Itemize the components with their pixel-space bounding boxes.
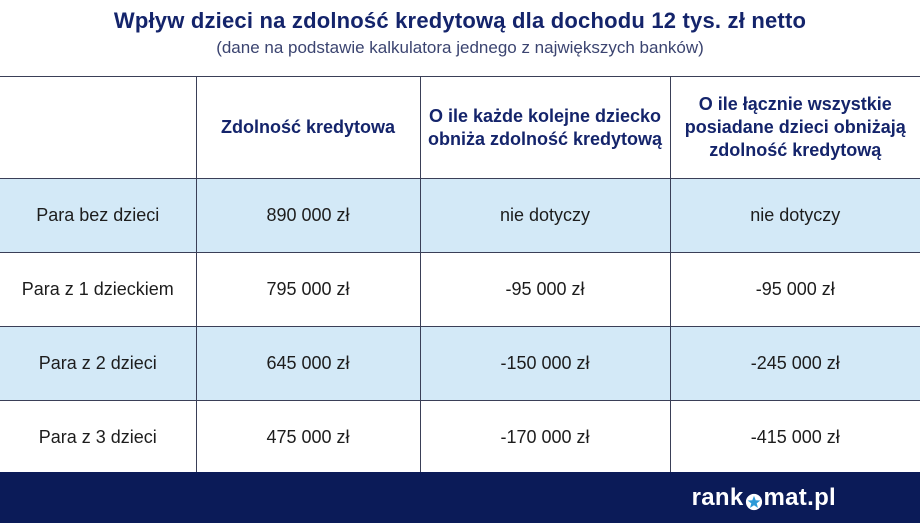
rankomat-logo: rank mat.pl bbox=[692, 484, 836, 512]
credit-capacity-table: Zdolność kredytowa O ile każde kolejne d… bbox=[0, 76, 920, 475]
row-label: Para bez dzieci bbox=[0, 178, 197, 253]
row-label: Para z 1 dzieckiem bbox=[0, 252, 197, 327]
capacity-value: 795 000 zł bbox=[195, 252, 421, 327]
total-value: nie dotyczy bbox=[669, 178, 920, 253]
page-title: Wpływ dzieci na zdolność kredytową dla d… bbox=[113, 8, 807, 33]
table-row: Para bez dzieci 890 000 zł nie dotyczy n… bbox=[0, 178, 920, 253]
total-value: -95 000 zł bbox=[669, 252, 920, 327]
header-cell-per-child: O ile każde kolejne dziecko obniża zdoln… bbox=[419, 76, 671, 179]
per-child-value: -170 000 zł bbox=[419, 400, 671, 475]
table-header-row: Zdolność kredytowa O ile każde kolejne d… bbox=[0, 76, 920, 179]
capacity-value: 890 000 zł bbox=[195, 178, 421, 253]
header-cell-capacity: Zdolność kredytowa bbox=[195, 76, 421, 179]
logo-text-part1: rank bbox=[691, 484, 744, 511]
header-cell-total: O ile łącznie wszystkie posiadane dzieci… bbox=[669, 76, 920, 179]
table-row: Para z 1 dzieckiem 795 000 zł -95 000 zł… bbox=[0, 252, 920, 327]
header-cell-empty bbox=[0, 76, 197, 179]
table-row: Para z 3 dzieci 475 000 zł -170 000 zł -… bbox=[0, 400, 920, 475]
capacity-value: 475 000 zł bbox=[195, 400, 421, 475]
per-child-value: -150 000 zł bbox=[419, 326, 671, 401]
total-value: -415 000 zł bbox=[669, 400, 920, 475]
logo-text-part2: mat.pl bbox=[763, 484, 836, 511]
page-subtitle: (dane na podstawie kalkulatora jednego z… bbox=[216, 38, 704, 57]
row-label: Para z 3 dzieci bbox=[0, 400, 197, 475]
per-child-value: nie dotyczy bbox=[419, 178, 671, 253]
total-value: -245 000 zł bbox=[669, 326, 920, 401]
capacity-value: 645 000 zł bbox=[195, 326, 421, 401]
row-label: Para z 2 dzieci bbox=[0, 326, 197, 401]
star-icon bbox=[745, 490, 763, 511]
table-row: Para z 2 dzieci 645 000 zł -150 000 zł -… bbox=[0, 326, 920, 401]
footer-bar: rank mat.pl bbox=[0, 472, 920, 523]
per-child-value: -95 000 zł bbox=[419, 252, 671, 327]
